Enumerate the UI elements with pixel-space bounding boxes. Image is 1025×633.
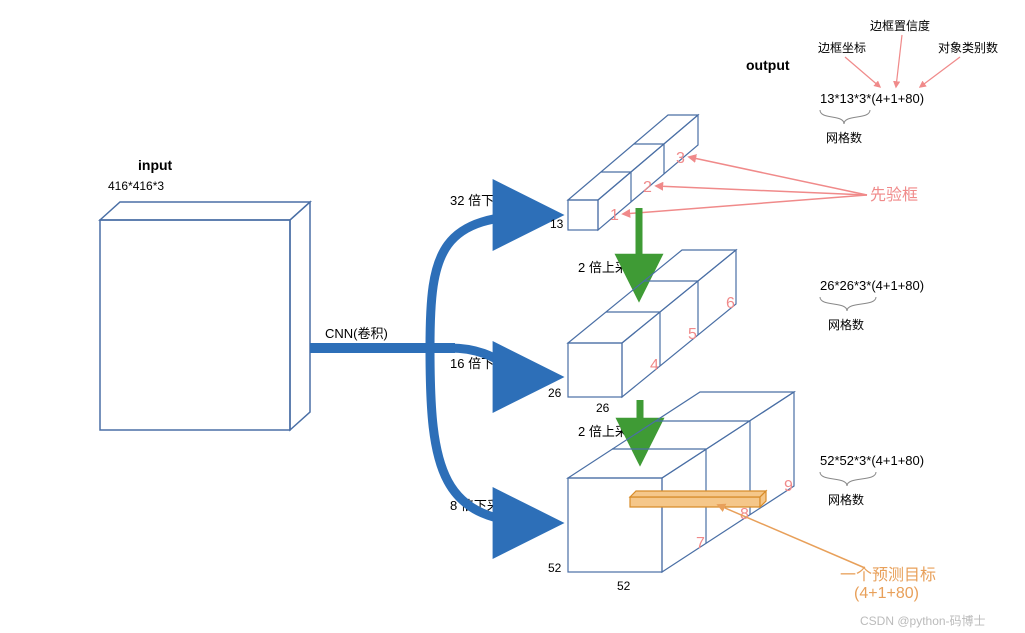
watermark: CSDN @python-码博士	[860, 613, 986, 628]
dim-52b: 52	[617, 579, 631, 593]
bbox-coord: 边框坐标	[818, 41, 866, 55]
label-up2-a: 2 倍上采样	[578, 260, 641, 275]
grid-26: 网格数	[828, 317, 864, 332]
brace-26	[820, 297, 876, 311]
grid-13: 网格数	[826, 130, 862, 145]
slice-2: 2	[643, 179, 652, 196]
slice-4: 4	[650, 357, 659, 374]
arr-class	[920, 57, 960, 87]
dim-13: 13	[550, 217, 564, 231]
grid-52: 网格数	[828, 492, 864, 507]
target-arrow	[718, 505, 865, 568]
dim-26b: 26	[596, 401, 610, 415]
dim-26a: 26	[548, 386, 562, 400]
formula-26: 26*26*3*(4+1+80)	[820, 278, 924, 293]
class-count: 对象类别数	[938, 40, 998, 55]
slice-1: 1	[610, 207, 619, 224]
arrow-32x	[430, 215, 543, 348]
label-32x: 32 倍下采样	[450, 193, 520, 208]
input-dims: 416*416*3	[108, 179, 164, 193]
slice-6: 6	[726, 295, 735, 312]
pred-target-l1: 一个预测目标	[840, 566, 936, 584]
diagram: input 416*416*3 CNN(卷积) 32 倍下采样 16 倍下采样 …	[0, 0, 1025, 633]
input-title: input	[138, 157, 173, 173]
anchor-arrow-2	[656, 186, 867, 195]
output-title: output	[746, 57, 790, 73]
slice-9: 9	[784, 478, 793, 495]
brace-52	[820, 472, 876, 486]
formula-13: 13*13*3*(4+1+80)	[820, 91, 924, 106]
target-bar	[630, 491, 766, 507]
bbox-conf: 边框置信度	[870, 18, 930, 33]
arr-coord	[845, 57, 880, 87]
anchor-label: 先验框	[870, 186, 918, 204]
cnn-label: CNN(卷积)	[325, 326, 388, 341]
anchor-arrow-1	[623, 195, 867, 214]
brace-13	[820, 110, 870, 124]
formula-52: 52*52*3*(4+1+80)	[820, 453, 924, 468]
input-cube	[100, 202, 310, 430]
slice-7: 7	[696, 535, 705, 552]
pred-target-l2: (4+1+80)	[854, 585, 919, 602]
arr-conf	[896, 35, 902, 87]
slice-3: 3	[676, 150, 685, 167]
dim-52a: 52	[548, 561, 562, 575]
cube-52	[568, 392, 794, 572]
slice-5: 5	[688, 326, 697, 343]
anchor-arrow-3	[689, 157, 867, 195]
